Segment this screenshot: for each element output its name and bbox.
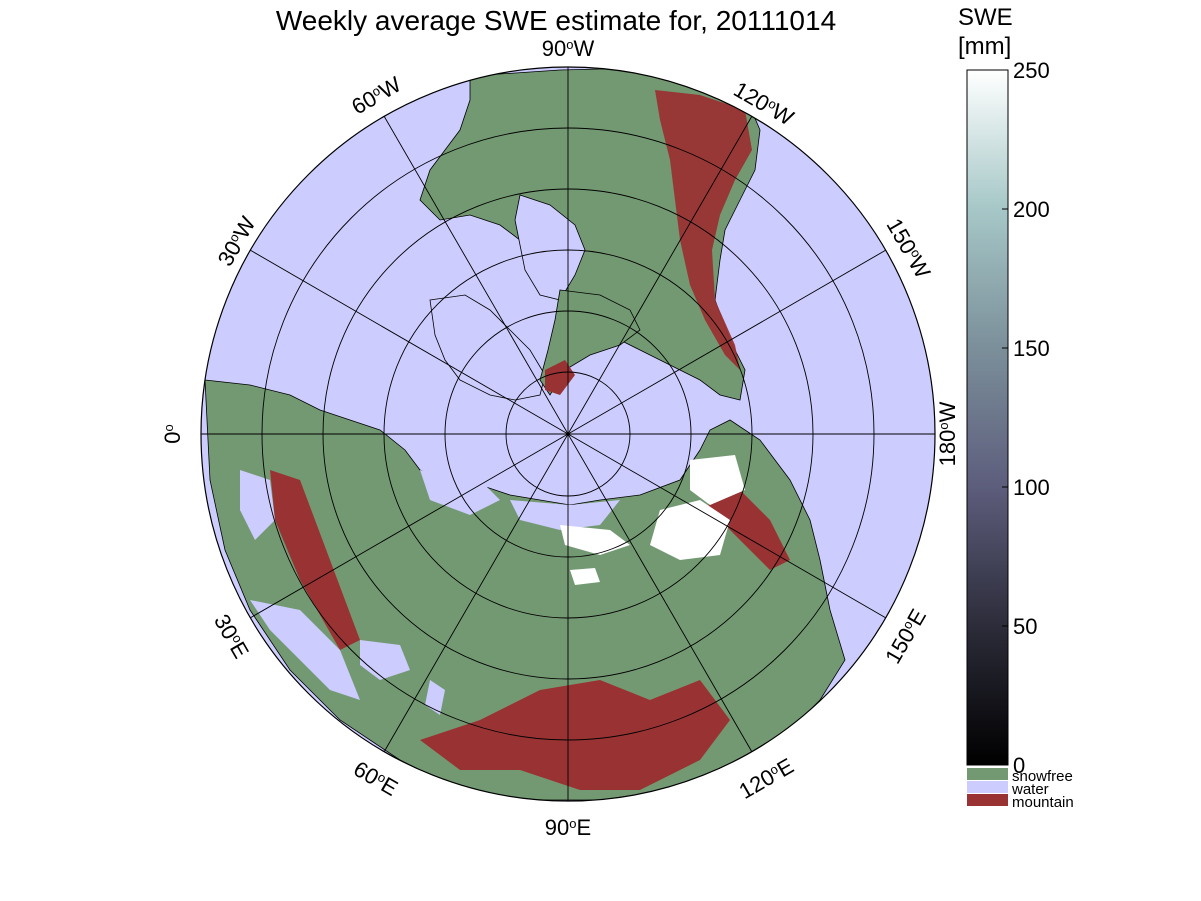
- colorbar-tick-label: 250: [1013, 58, 1050, 83]
- polar-map: [201, 67, 935, 801]
- colorbar-ticks: 250 200 150 100 50 0: [1002, 58, 1050, 778]
- mediterranean: [250, 600, 360, 700]
- snow-patch-2: [690, 455, 745, 505]
- greenland: [429, 294, 546, 401]
- legend-swatch-snowfree: [967, 768, 1008, 780]
- laptev-sea: [510, 500, 620, 530]
- lon-label-60e: 60oE: [349, 756, 402, 801]
- baltic: [240, 470, 275, 540]
- lon-label-120e: 120oE: [735, 753, 798, 804]
- lon-label-30e: 30oE: [209, 610, 254, 663]
- black-sea: [360, 640, 410, 680]
- lon-label-90w: 90oW: [542, 36, 595, 61]
- colorbar-tick-label: 100: [1013, 475, 1050, 500]
- ural-mountains: [270, 470, 360, 650]
- snow-patch-4: [570, 568, 600, 585]
- lon-label-90e: 90oE: [545, 815, 591, 840]
- legend-label-mountain: mountain: [1012, 794, 1074, 811]
- category-legend: snowfree water mountain: [967, 768, 1074, 811]
- colorbar-tick-label: 200: [1013, 197, 1050, 222]
- lon-label-180w: 180oW: [935, 401, 960, 466]
- map-title: Weekly average SWE estimate for, 2011101…: [276, 5, 836, 36]
- snow-patch-3: [560, 525, 630, 555]
- himalaya-mountains: [420, 680, 730, 790]
- caspian: [425, 680, 445, 715]
- legend-label-water: water: [1011, 781, 1049, 798]
- colorbar-gradient: [966, 69, 1009, 766]
- colorbar-tick-label: 0: [1013, 753, 1025, 778]
- legend-swatch-water: [967, 781, 1008, 793]
- colorbar-title-line1: SWE: [958, 4, 1013, 31]
- lon-label-0: 0o: [160, 424, 185, 443]
- colorbar-tick-label: 50: [1013, 614, 1037, 639]
- colorbar-tick-label: 150: [1013, 336, 1050, 361]
- legend-label-snowfree: snowfree: [1012, 768, 1073, 785]
- colorbar: SWE [mm] 250 200 150 100 50 0: [958, 4, 1050, 778]
- snow-patch-1: [650, 500, 730, 560]
- graticule: [200, 66, 936, 802]
- colorbar-title-line2: [mm]: [958, 33, 1011, 60]
- arctic-islands-mountain: [545, 360, 575, 395]
- legend-swatch-mountain: [967, 794, 1008, 806]
